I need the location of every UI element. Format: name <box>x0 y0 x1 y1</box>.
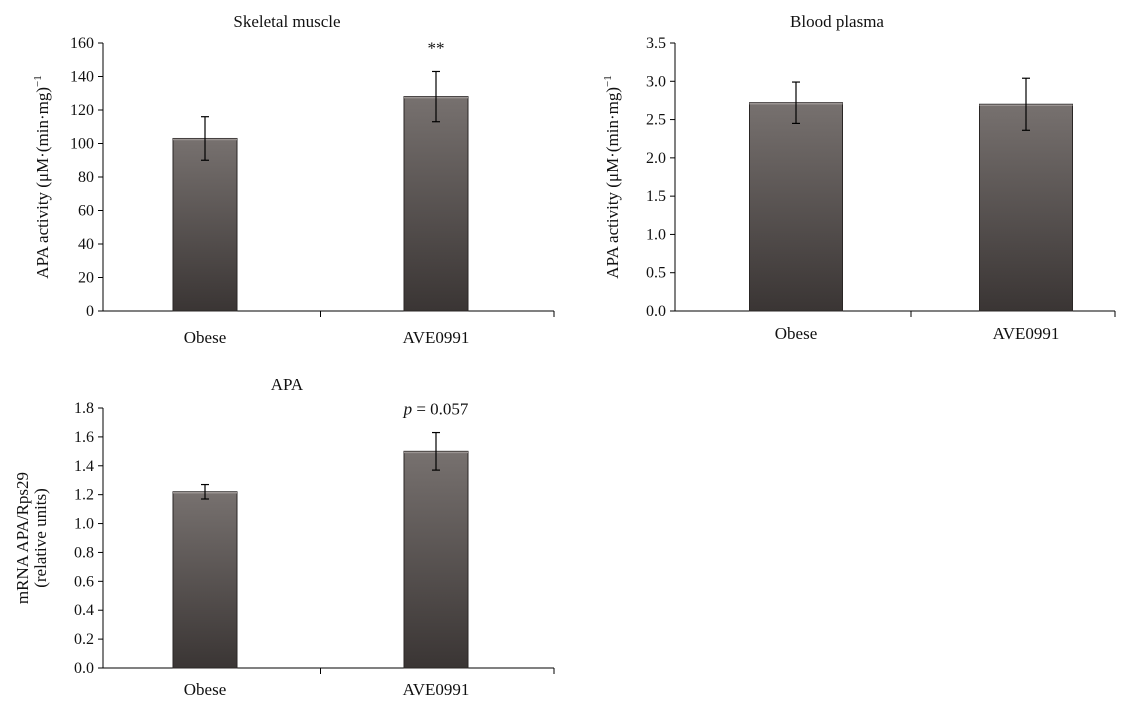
chart-title: Skeletal muscle <box>233 12 340 31</box>
bar-obese <box>172 137 238 312</box>
y-tick-label: 3.5 <box>646 35 666 52</box>
y-tick-label: 0.0 <box>646 303 666 320</box>
x-category-label: AVE0991 <box>993 324 1060 343</box>
bar-obese <box>172 491 238 669</box>
x-category-label: Obese <box>184 328 226 347</box>
x-category-label: Obese <box>184 680 226 699</box>
y-axis-label: APA activity (μM·(min·mg)−1 <box>32 75 52 278</box>
y-tick-label: 120 <box>70 102 94 119</box>
y-tick-label: 40 <box>78 236 94 253</box>
y-tick-label: 1.6 <box>74 429 94 446</box>
y-tick-label: 100 <box>70 136 94 153</box>
bar-ave0991 <box>403 96 469 312</box>
chart-blood-plasma: Blood plasma APA activity (μM·(min·mg)−1 0… <box>602 12 1116 343</box>
y-tick-label: 1.8 <box>74 400 94 417</box>
bar-ave0991 <box>979 103 1073 312</box>
x-category-label: AVE0991 <box>403 680 470 699</box>
chart-panel-apa-mrna: APA mRNA APA/Rps29(relative units) 0.0 0.2 0… <box>0 360 560 706</box>
y-tick-label: 60 <box>78 203 94 220</box>
chart-title: Blood plasma <box>790 12 884 31</box>
y-tick-label: 140 <box>70 69 94 86</box>
y-tick-label: 3.0 <box>646 73 666 90</box>
y-tick-label: 0.8 <box>74 544 94 561</box>
x-category-label: AVE0991 <box>403 328 470 347</box>
bar-obese <box>749 102 843 312</box>
y-tick-label: 0.4 <box>74 602 94 619</box>
y-tick-label: 1.2 <box>74 487 94 504</box>
y-tick-label: 0.0 <box>74 660 94 677</box>
y-tick-label: 1.5 <box>646 188 666 205</box>
chart-skeletal-muscle: Skeletal muscle APA activity (μM·(min·mg)… <box>32 12 555 347</box>
chart-apa-mrna: APA mRNA APA/Rps29(relative units) 0.0 0.2 0… <box>13 375 555 699</box>
y-tick-label: 2.0 <box>646 150 666 167</box>
chart-panel-blood-plasma: Blood plasma APA activity (μM·(min·mg)−1 0… <box>560 0 1125 365</box>
y-tick-label: 1.0 <box>646 226 666 243</box>
y-tick-label: 0.2 <box>74 631 94 648</box>
y-tick-label: 0.6 <box>74 573 94 590</box>
y-tick-label: 80 <box>78 169 94 186</box>
x-category-label: Obese <box>775 324 817 343</box>
bar-ave0991 <box>403 450 469 669</box>
y-tick-label: 20 <box>78 270 94 287</box>
y-axis-label: APA activity (μM·(min·mg)−1 <box>602 75 622 278</box>
chart-title: APA <box>271 375 304 394</box>
chart-panel-skeletal-muscle: Skeletal muscle APA activity (μM·(min·mg)… <box>0 0 560 365</box>
y-tick-label: 0.5 <box>646 265 666 282</box>
significance-annotation: p = 0.057 <box>403 400 469 419</box>
y-tick-label: 1.4 <box>74 458 94 475</box>
y-tick-label: 160 <box>70 35 94 52</box>
y-axis-label: mRNA APA/Rps29(relative units) <box>13 472 50 604</box>
y-tick-label: 2.5 <box>646 112 666 129</box>
y-tick-label: 1.0 <box>74 516 94 533</box>
significance-annotation: ** <box>428 38 445 57</box>
y-tick-label: 0 <box>86 303 94 320</box>
